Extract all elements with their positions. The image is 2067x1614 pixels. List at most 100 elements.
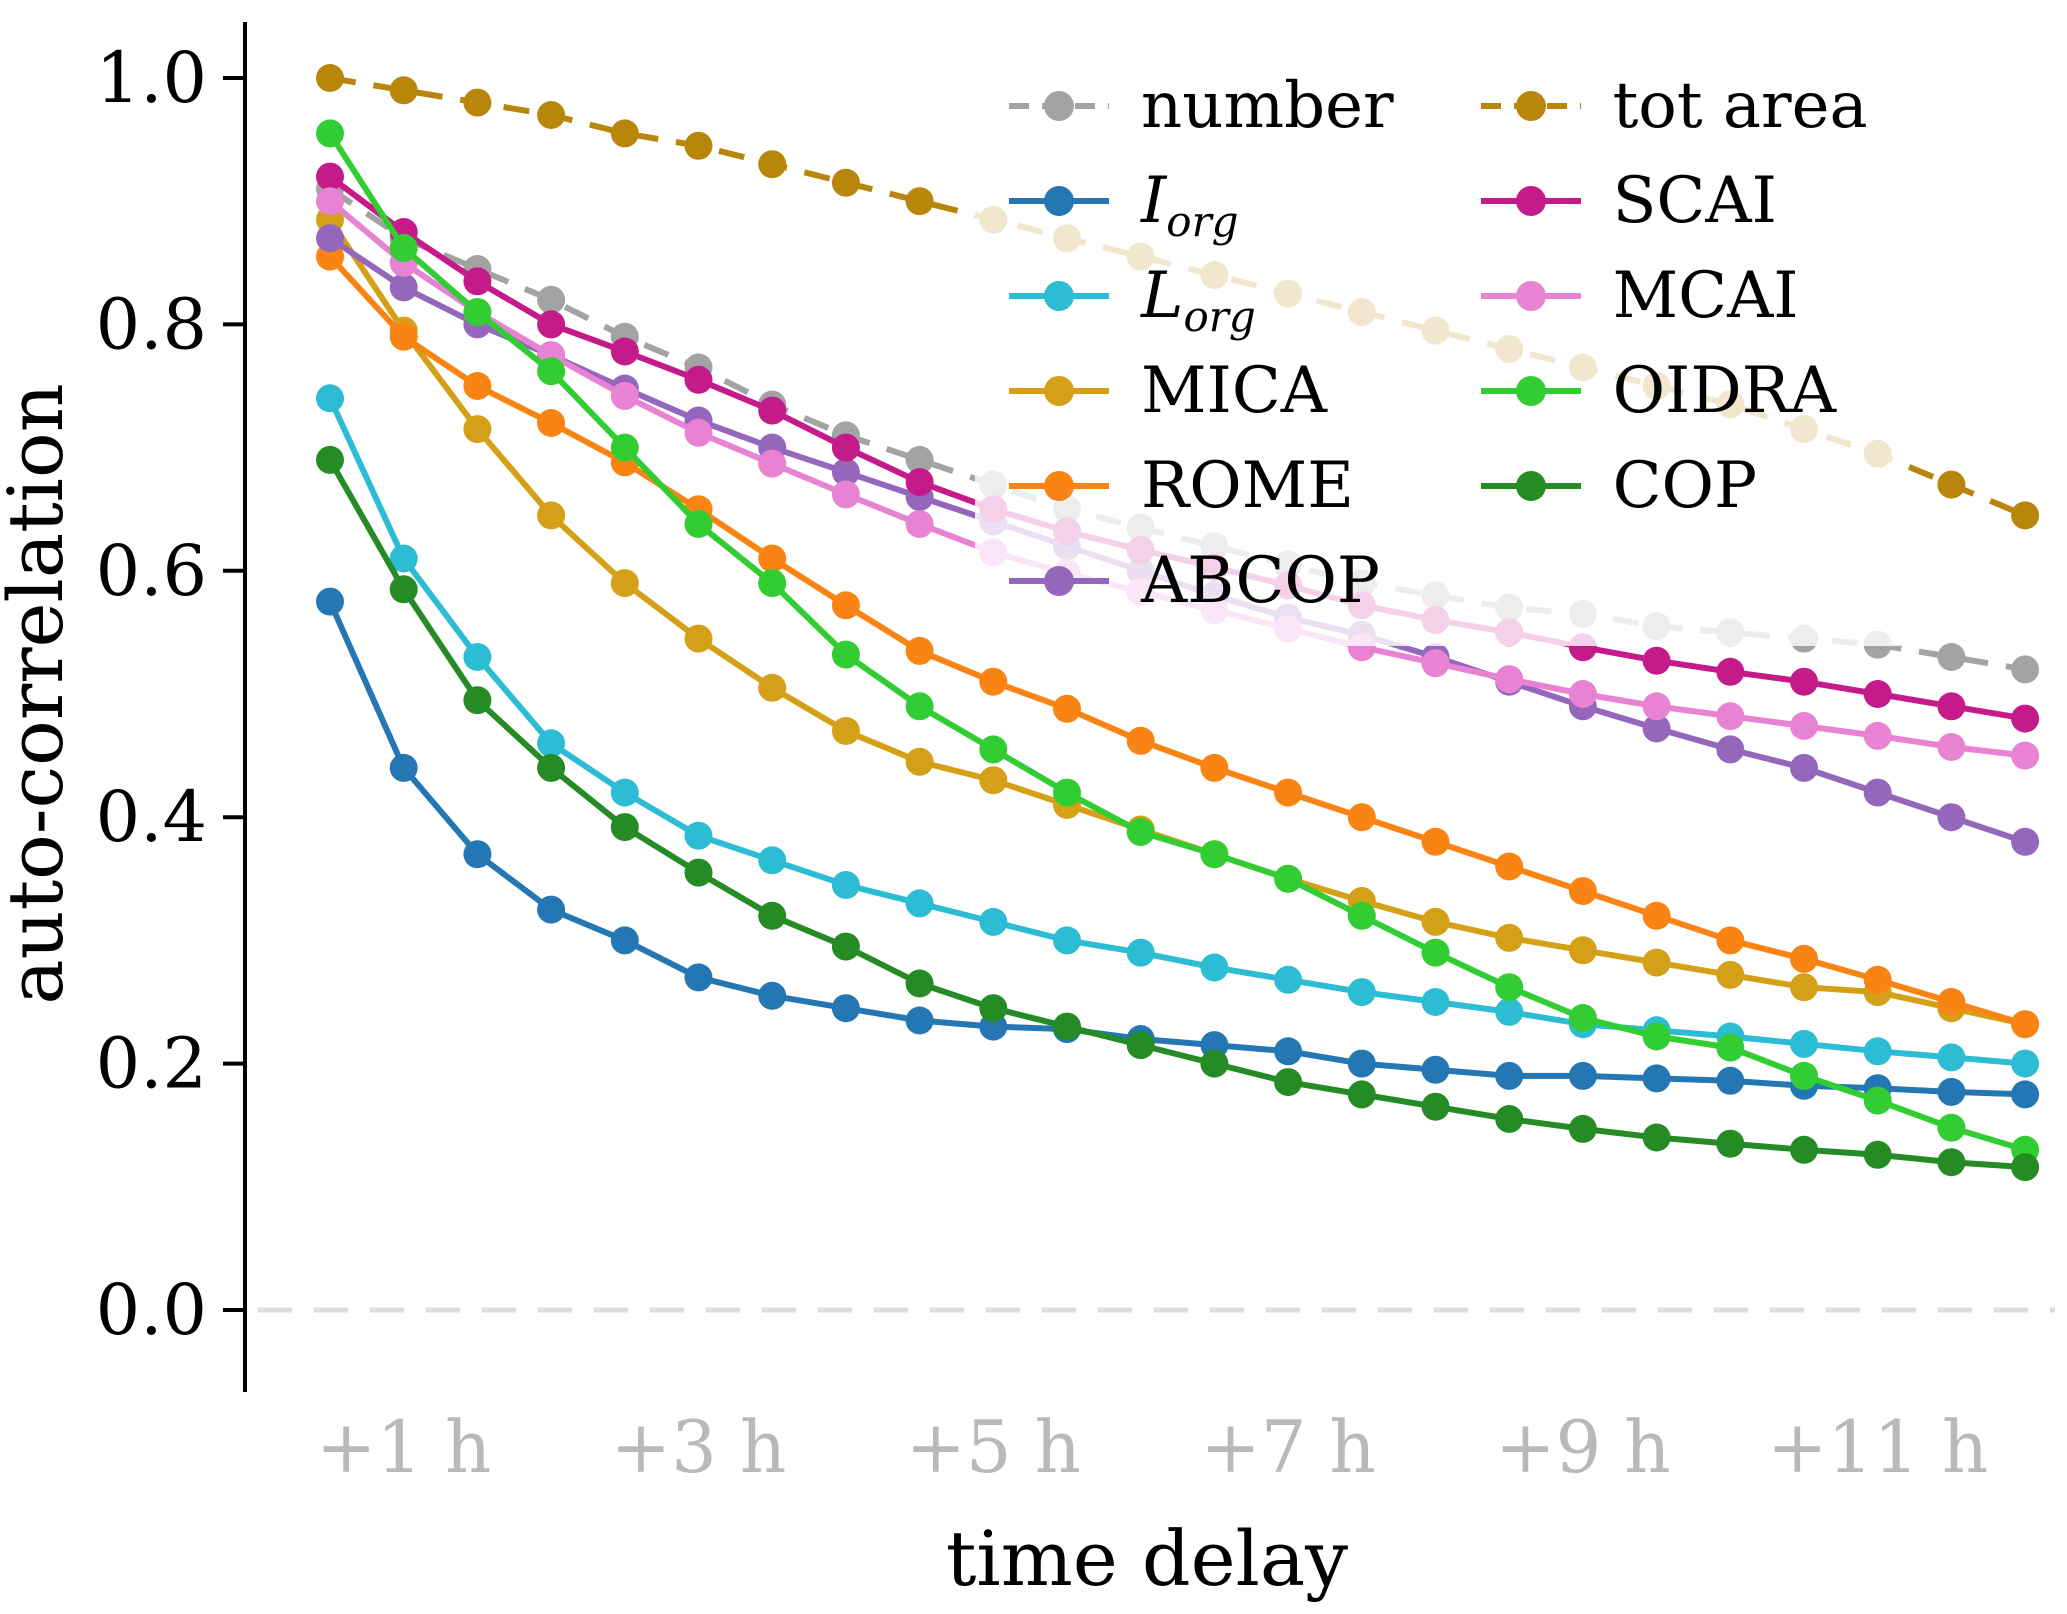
- x-axis-label: time delay: [946, 1514, 1348, 1603]
- legend-item-mica: MICA: [1007, 343, 1394, 438]
- legend-label: ABCOP: [1141, 543, 1380, 618]
- y-tick-label-0.2: 0.2: [96, 1023, 207, 1105]
- series-MICA-point: [610, 569, 639, 598]
- legend-label: Lorg: [1141, 258, 1256, 341]
- series-L_org-point: [1790, 1029, 1818, 1058]
- legend-mica-marker-icon: [1009, 375, 1109, 406]
- series-L_org-point: [1937, 1043, 1966, 1072]
- legend-column-1: number Iorg Lorg MICA ROME ABCOP: [1007, 58, 1394, 628]
- legend: number Iorg Lorg MICA ROME ABCOP tot area SCAI M…: [975, 40, 1900, 646]
- series-COP-point: [537, 753, 566, 782]
- series-OIDRA-point: [1937, 1113, 1966, 1142]
- series-MCAI-point: [831, 480, 860, 509]
- y-tick-label-0.4: 0.4: [96, 776, 207, 858]
- series-OIDRA-points: [316, 119, 2040, 1164]
- series-MCAI-point: [1790, 712, 1818, 740]
- series-ABCOP-point: [1716, 735, 1745, 764]
- series-tot_area-point: [2011, 501, 2040, 530]
- legend-label: number: [1141, 68, 1394, 143]
- series-SCAI-point: [831, 433, 860, 462]
- series-I_org-point: [1421, 1055, 1450, 1084]
- series-OIDRA-point: [1053, 778, 1081, 807]
- series-COP-point: [684, 858, 713, 887]
- series-OIDRA-point: [1863, 1086, 1892, 1115]
- series-SCAI-point: [316, 162, 344, 191]
- series-OIDRA-point: [1790, 1061, 1818, 1090]
- series-I_org-point: [2011, 1080, 2040, 1109]
- series-L_org-point: [1347, 978, 1376, 1007]
- series-SCAI-point: [463, 267, 492, 296]
- series-L_org-point: [2011, 1049, 2040, 1078]
- series-ROME-point: [1126, 726, 1155, 755]
- series-ROME-point: [1568, 877, 1597, 906]
- legend-abcop-marker-icon: [1009, 565, 1109, 596]
- series-L_org-point: [831, 871, 860, 899]
- series-tot_area-point: [463, 88, 492, 117]
- series-ABCOP-point: [1642, 714, 1671, 743]
- series-OIDRA-point: [1200, 840, 1229, 869]
- series-ROME-point: [1200, 753, 1229, 782]
- series-SCAI-point: [1790, 667, 1818, 696]
- series-COP-point: [1495, 1105, 1524, 1133]
- series-I_org-point: [905, 1006, 934, 1035]
- series-MICA-point: [979, 766, 1008, 795]
- series-L_org-point: [389, 544, 418, 573]
- series-COP-point: [1347, 1080, 1376, 1109]
- series-OIDRA-point: [1495, 973, 1524, 1002]
- legend-item-mcai: MCAI: [1479, 248, 1868, 343]
- series-COP-point: [2011, 1153, 2040, 1182]
- y-tick-label-0.0: 0.0: [96, 1269, 207, 1351]
- series-OIDRA-point: [1421, 938, 1450, 967]
- legend-label: ROME: [1141, 448, 1354, 523]
- series-COP-point: [610, 813, 639, 842]
- series-I_org-point: [1495, 1061, 1524, 1090]
- series-OIDRA-point: [1347, 901, 1376, 930]
- series-tot_area-point: [758, 150, 787, 179]
- legend-item-tot-area: tot area: [1479, 58, 1868, 153]
- series-I_org-point: [537, 895, 566, 924]
- series-COP-point: [1274, 1068, 1303, 1097]
- series-MICA-point: [684, 624, 713, 653]
- series-COP-point: [979, 994, 1008, 1023]
- series-SCAI-point: [1863, 680, 1892, 708]
- series-ROME-point: [758, 544, 787, 573]
- series-MCAI-point: [1937, 733, 1966, 761]
- series-SCAI-point: [758, 396, 787, 425]
- series-ROME-point: [1495, 852, 1524, 881]
- series-I_org-point: [1642, 1064, 1671, 1093]
- series-MICA-point: [1568, 936, 1597, 965]
- series-ROME-point: [1937, 988, 1966, 1016]
- series-tot_area-point: [389, 76, 418, 105]
- series-I_org-point: [316, 587, 344, 616]
- series-MCAI-point: [610, 381, 639, 410]
- x-tick-label-3h: +3 h: [611, 1405, 786, 1489]
- series-ROME-point: [389, 322, 418, 351]
- series-number-point: [2011, 655, 2040, 684]
- y-tick-label-1.0: 1.0: [96, 37, 207, 119]
- series-ROME-point: [1421, 827, 1450, 856]
- series-L_org-point: [1053, 926, 1081, 955]
- y-tick-label-0.6: 0.6: [96, 530, 207, 612]
- legend-item-scai: SCAI: [1479, 153, 1868, 248]
- legend-mcai-marker-icon: [1480, 280, 1581, 311]
- series-tot_area-point: [537, 101, 566, 129]
- series-tot_area-point: [684, 131, 713, 160]
- legend-column-2: tot area SCAI MCAI OIDRA COP: [1479, 58, 1868, 628]
- series-L_org-point: [537, 729, 566, 758]
- series-tot_area-point: [316, 64, 344, 92]
- legend-i-org-marker-icon: [1009, 185, 1109, 216]
- series-MICA-point: [537, 501, 566, 530]
- legend-scai-marker-icon: [1480, 185, 1581, 216]
- legend-number-marker-icon: [1009, 90, 1109, 121]
- series-ABCOP-point: [316, 224, 344, 253]
- series-I_org-point: [610, 926, 639, 955]
- series-COP-point: [758, 901, 787, 930]
- legend-l-org-marker-icon: [1009, 280, 1109, 311]
- series-OIDRA-point: [1568, 1004, 1597, 1032]
- series-ROME-point: [1716, 926, 1745, 955]
- series-ROME-point: [1053, 694, 1081, 723]
- series-I_org-point: [831, 994, 860, 1023]
- series-SCAI-point: [1642, 646, 1671, 675]
- series-OIDRA-point: [1126, 818, 1155, 846]
